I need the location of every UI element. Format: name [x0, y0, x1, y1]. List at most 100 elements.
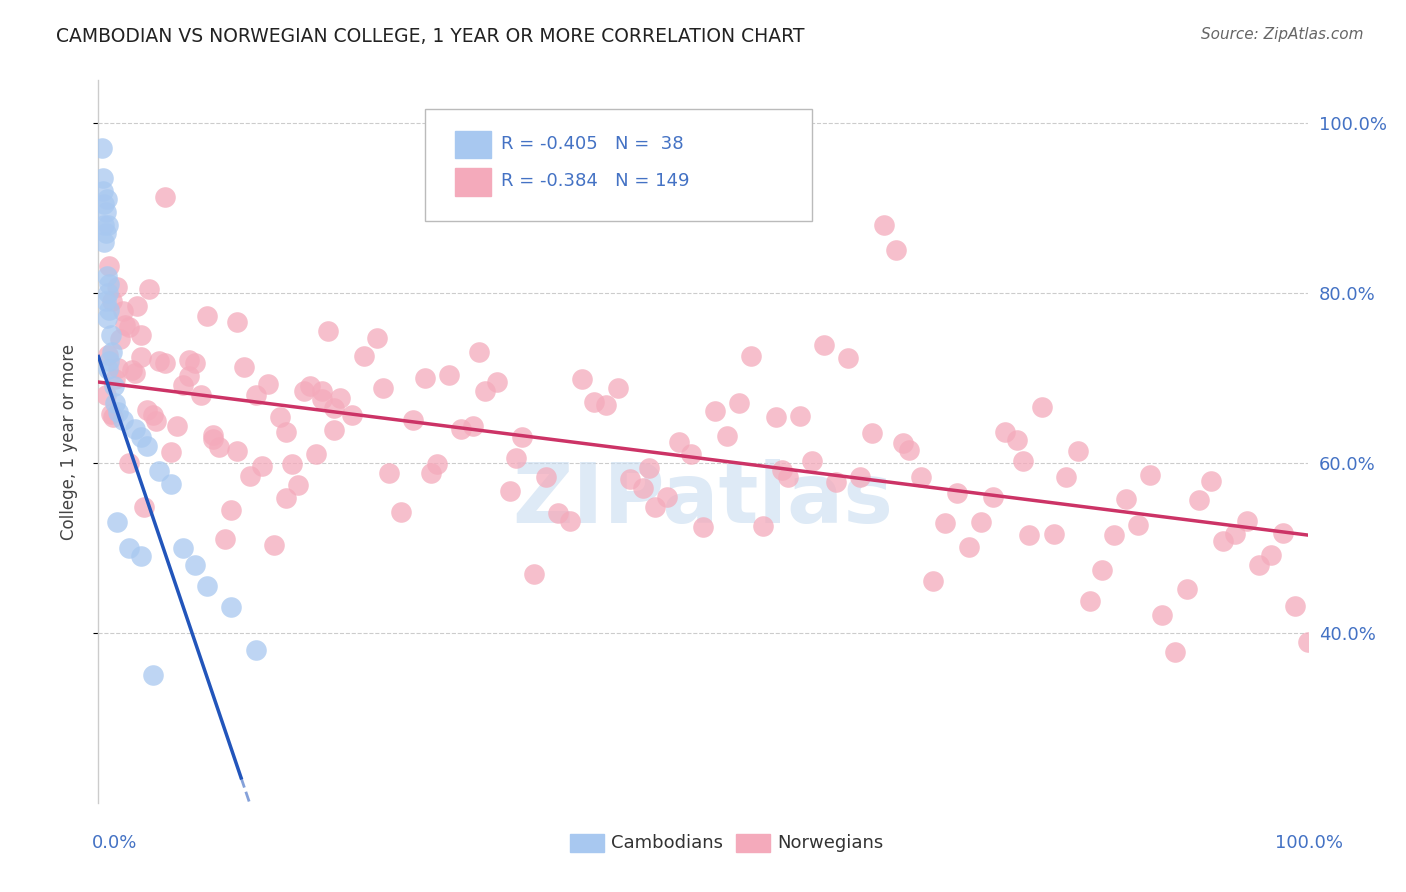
Point	[486, 375, 509, 389]
Point	[631, 481, 654, 495]
Point	[208, 440, 231, 454]
Point	[96, 192, 118, 206]
Point	[94, 388, 117, 402]
Point	[107, 360, 129, 375]
Point	[172, 378, 194, 392]
FancyBboxPatch shape	[569, 834, 603, 852]
Point	[1199, 474, 1222, 488]
Point	[510, 430, 533, 444]
Point	[637, 461, 659, 475]
Point	[1042, 527, 1064, 541]
Point	[740, 349, 762, 363]
Point	[153, 356, 176, 370]
Point	[100, 328, 122, 343]
Point	[1091, 563, 1114, 577]
Point	[1012, 454, 1035, 468]
Point	[463, 419, 485, 434]
Point	[619, 472, 641, 486]
Point	[103, 379, 125, 393]
Point	[1054, 470, 1077, 484]
Point	[765, 410, 787, 425]
Point	[127, 300, 149, 314]
Point	[353, 349, 375, 363]
Point	[1272, 526, 1295, 541]
Point	[679, 447, 702, 461]
Point	[704, 404, 727, 418]
Point	[166, 419, 188, 434]
Point	[1188, 493, 1211, 508]
Point	[981, 491, 1004, 505]
Point	[886, 244, 908, 258]
Point	[474, 384, 496, 398]
Point	[184, 356, 207, 370]
Point	[263, 538, 285, 552]
Y-axis label: College, 1 year or more: College, 1 year or more	[59, 343, 77, 540]
Point	[118, 456, 141, 470]
Point	[1152, 607, 1174, 622]
Point	[420, 466, 443, 480]
Point	[96, 268, 118, 283]
FancyBboxPatch shape	[425, 109, 811, 221]
Point	[184, 558, 207, 572]
Point	[104, 371, 127, 385]
Point	[135, 403, 157, 417]
Point	[93, 196, 115, 211]
Point	[239, 469, 262, 483]
Point	[1067, 443, 1090, 458]
Point	[232, 360, 254, 375]
Point	[389, 506, 412, 520]
Point	[98, 277, 121, 292]
Point	[94, 205, 117, 219]
Point	[716, 429, 738, 443]
Point	[292, 384, 315, 398]
Point	[668, 435, 690, 450]
Point	[323, 423, 346, 437]
Point	[323, 401, 346, 415]
Point	[1260, 548, 1282, 562]
Point	[366, 331, 388, 345]
Point	[1007, 433, 1029, 447]
Point	[873, 218, 896, 232]
Point	[970, 516, 993, 530]
Point	[94, 227, 117, 241]
Point	[692, 520, 714, 534]
Point	[1212, 533, 1234, 548]
Point	[800, 454, 823, 468]
Point	[160, 477, 183, 491]
Point	[413, 371, 436, 385]
Point	[523, 567, 546, 582]
Point	[1078, 594, 1101, 608]
Point	[813, 337, 835, 351]
Point	[1296, 635, 1319, 649]
Point	[1163, 645, 1185, 659]
Point	[91, 184, 114, 198]
Point	[849, 469, 872, 483]
Point	[142, 668, 165, 682]
Point	[994, 425, 1017, 439]
Point	[316, 324, 339, 338]
Point	[97, 362, 120, 376]
Point	[728, 396, 751, 410]
Point	[837, 351, 859, 365]
Point	[1115, 491, 1137, 506]
Point	[450, 421, 472, 435]
Point	[426, 457, 449, 471]
Point	[226, 315, 249, 329]
Text: Norwegians: Norwegians	[776, 834, 883, 852]
Point	[752, 518, 775, 533]
Point	[1249, 558, 1271, 572]
Point	[100, 293, 122, 308]
Point	[957, 541, 980, 555]
Point	[342, 408, 364, 422]
Point	[607, 381, 630, 395]
Point	[114, 318, 136, 333]
Point	[91, 141, 114, 155]
Point	[124, 422, 146, 436]
Point	[287, 478, 309, 492]
Point	[105, 280, 128, 294]
Point	[97, 348, 120, 362]
Point	[274, 425, 297, 439]
Point	[93, 218, 115, 232]
FancyBboxPatch shape	[456, 169, 492, 196]
Point	[160, 445, 183, 459]
